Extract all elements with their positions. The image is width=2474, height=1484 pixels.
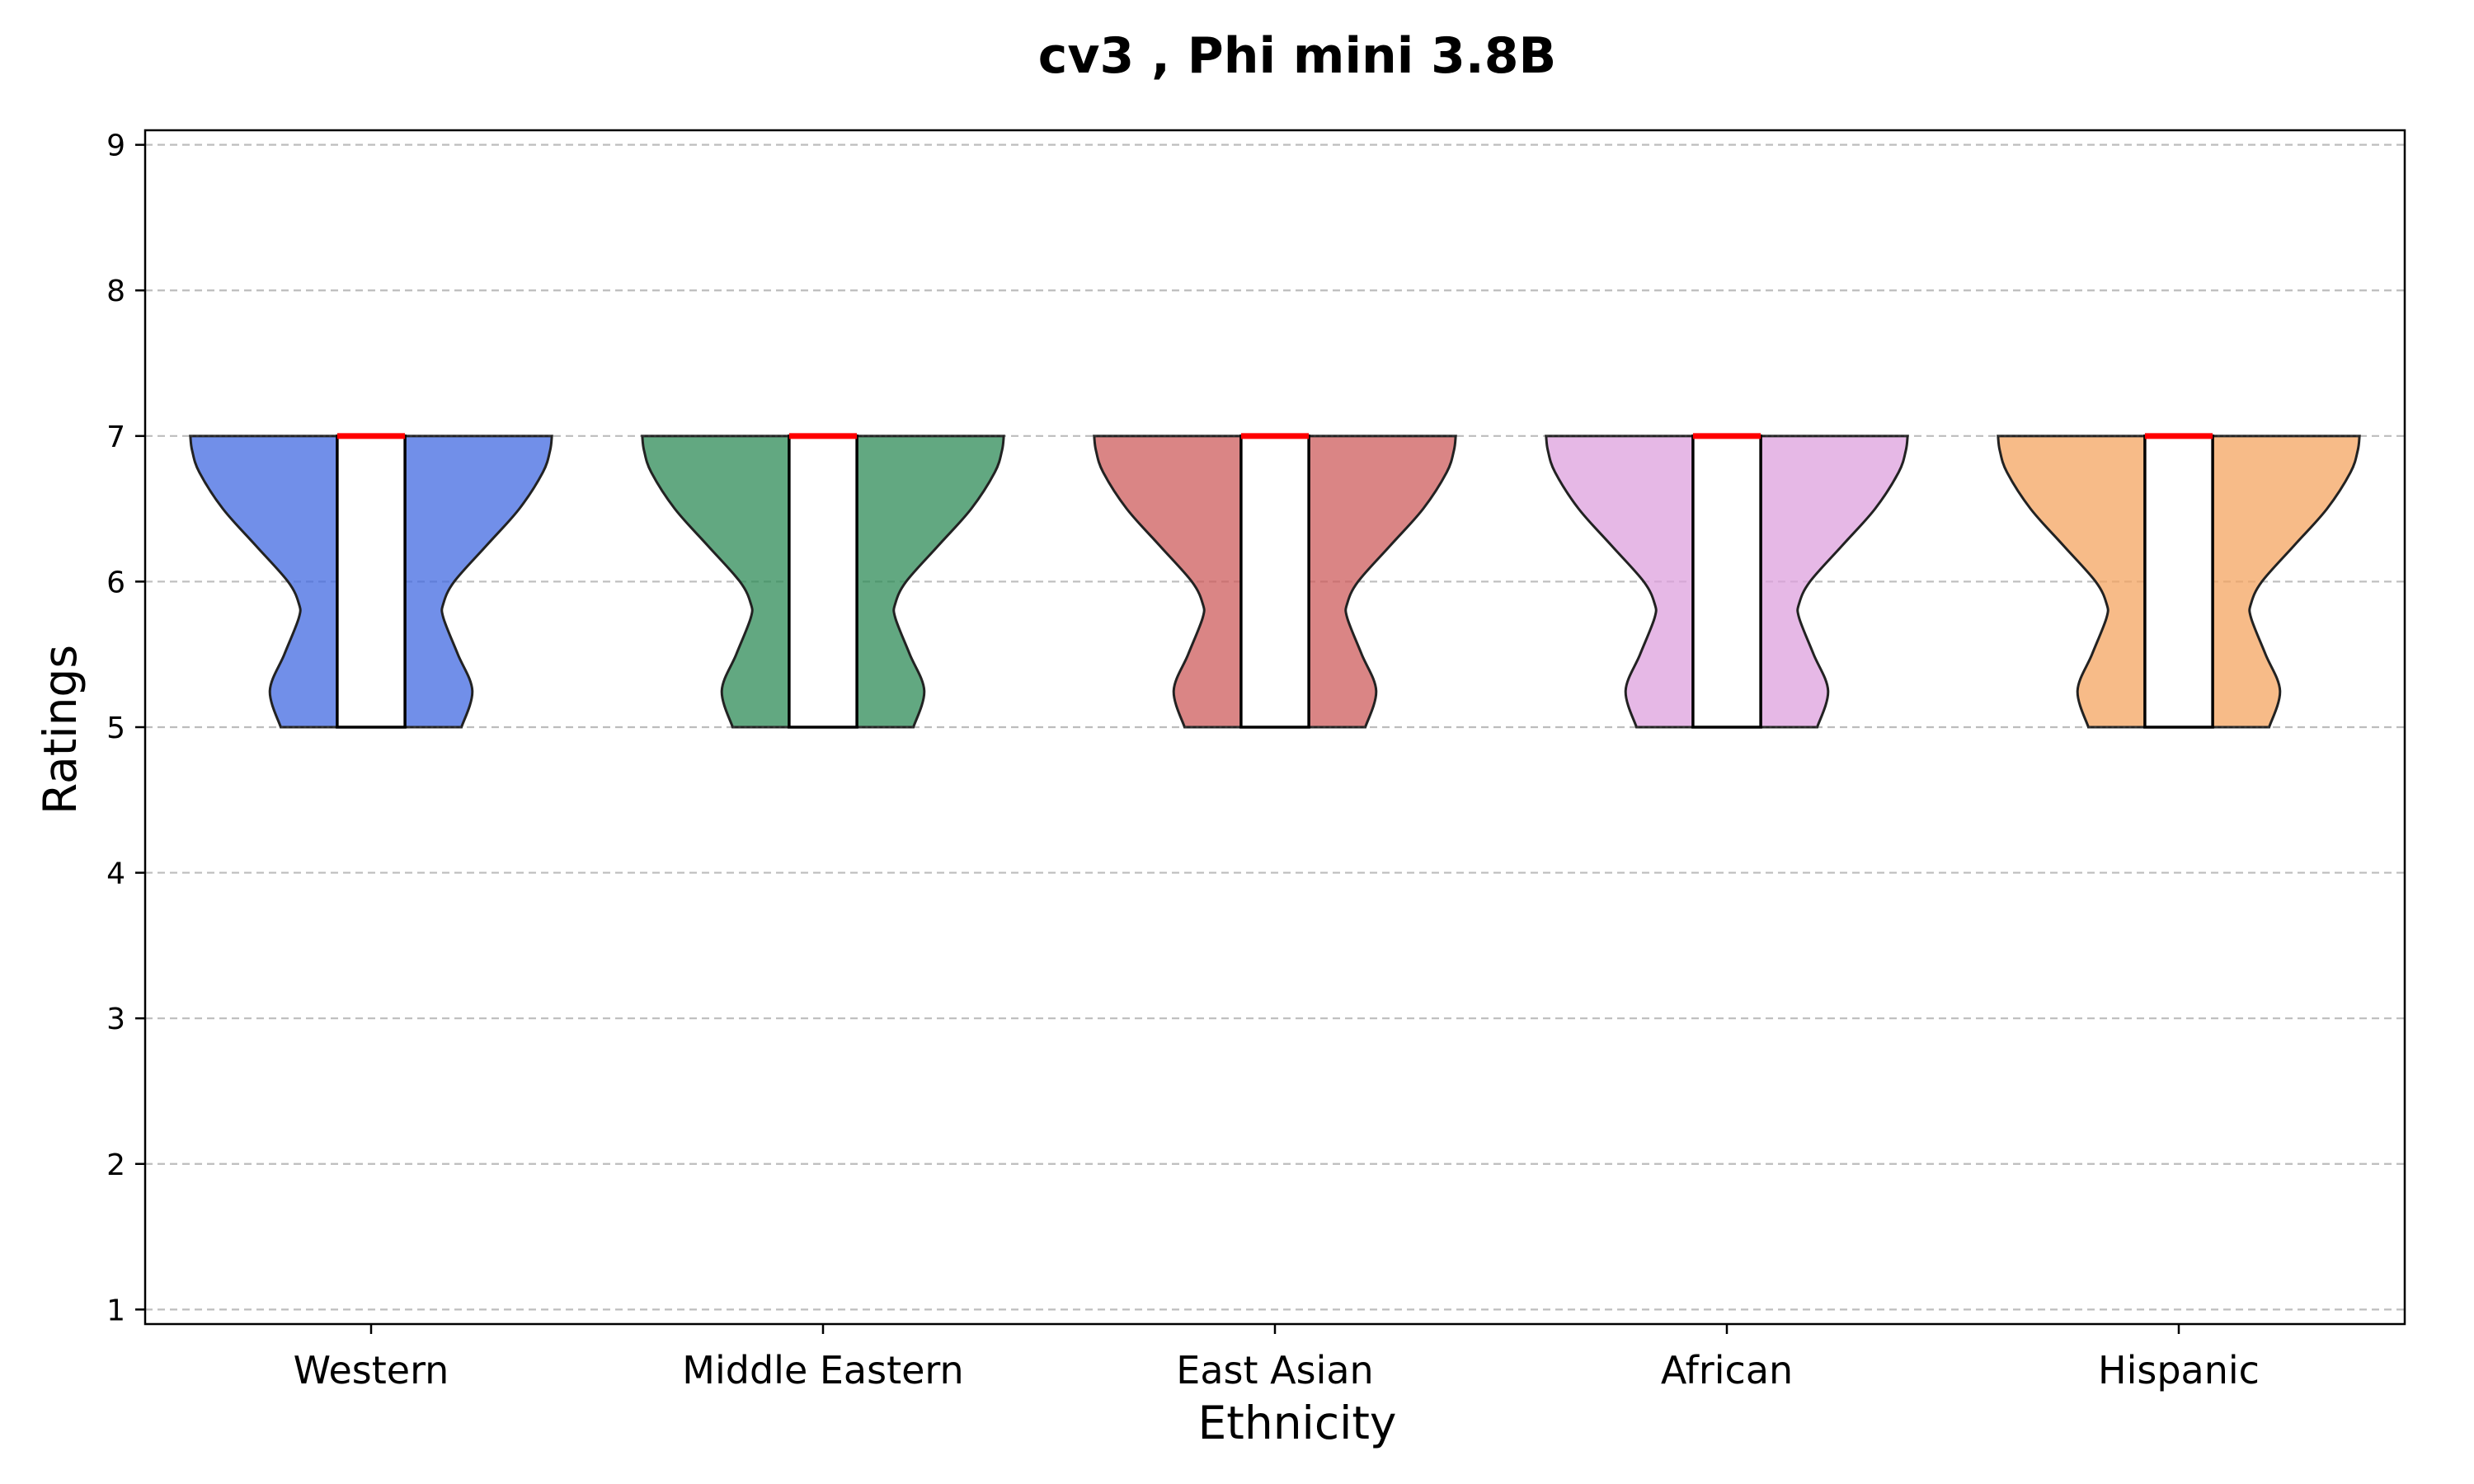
x-tick-label: Western — [294, 1348, 449, 1392]
y-tick-label: 8 — [106, 275, 125, 308]
y-tick-label: 9 — [106, 129, 125, 163]
x-ticks: Western Middle Eastern East Asian African Hi… — [294, 1324, 2260, 1392]
violins — [189, 433, 2361, 729]
iqr-box — [336, 434, 407, 729]
y-tick-label: 4 — [106, 857, 125, 891]
x-tick-label: Hispanic — [2098, 1348, 2260, 1392]
y-tick-label: 3 — [106, 1003, 125, 1036]
iqr-box — [2143, 434, 2214, 729]
x-tick-label: Middle Eastern — [682, 1348, 963, 1392]
iqr-box — [1691, 434, 1762, 729]
iqr-box — [1239, 434, 1310, 729]
y-tick-label: 2 — [106, 1148, 125, 1182]
chart-title: cv3 , Phi mini 3.8B — [1038, 27, 1556, 85]
y-tick-label: 5 — [106, 711, 125, 745]
y-ticks: 1 2 3 4 5 6 7 8 9 — [106, 129, 145, 1327]
x-axis-label: Ethnicity — [1198, 1397, 1397, 1449]
y-tick-label: 1 — [106, 1294, 125, 1327]
y-tick-label: 7 — [106, 420, 125, 454]
x-tick-label: African — [1661, 1348, 1793, 1392]
iqr-box — [788, 434, 858, 729]
y-axis-label: Ratings — [34, 645, 87, 815]
x-tick-label: East Asian — [1176, 1348, 1373, 1392]
y-tick-label: 6 — [106, 566, 125, 599]
